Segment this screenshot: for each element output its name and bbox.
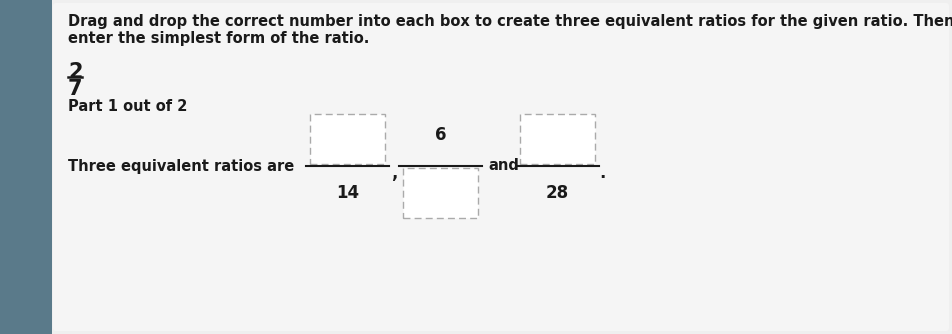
- Bar: [310, 114, 385, 164]
- Text: Three equivalent ratios are: Three equivalent ratios are: [68, 159, 294, 173]
- Text: 14: 14: [336, 184, 359, 202]
- Text: enter the simplest form of the ratio.: enter the simplest form of the ratio.: [68, 31, 369, 46]
- Bar: [520, 114, 595, 164]
- Text: Drag and drop the correct number into each box to create three equivalent ratios: Drag and drop the correct number into ea…: [68, 14, 952, 29]
- Text: 2: 2: [68, 62, 83, 82]
- Bar: [0, 0, 52, 334]
- FancyBboxPatch shape: [53, 3, 949, 331]
- Bar: [403, 168, 478, 218]
- Text: 7: 7: [68, 79, 83, 99]
- Text: .: .: [599, 164, 605, 182]
- Text: Part 1 out of 2: Part 1 out of 2: [68, 99, 188, 114]
- Text: ,: ,: [391, 164, 397, 182]
- Text: 28: 28: [545, 184, 569, 202]
- Text: 6: 6: [435, 126, 446, 144]
- Text: and: and: [488, 159, 519, 173]
